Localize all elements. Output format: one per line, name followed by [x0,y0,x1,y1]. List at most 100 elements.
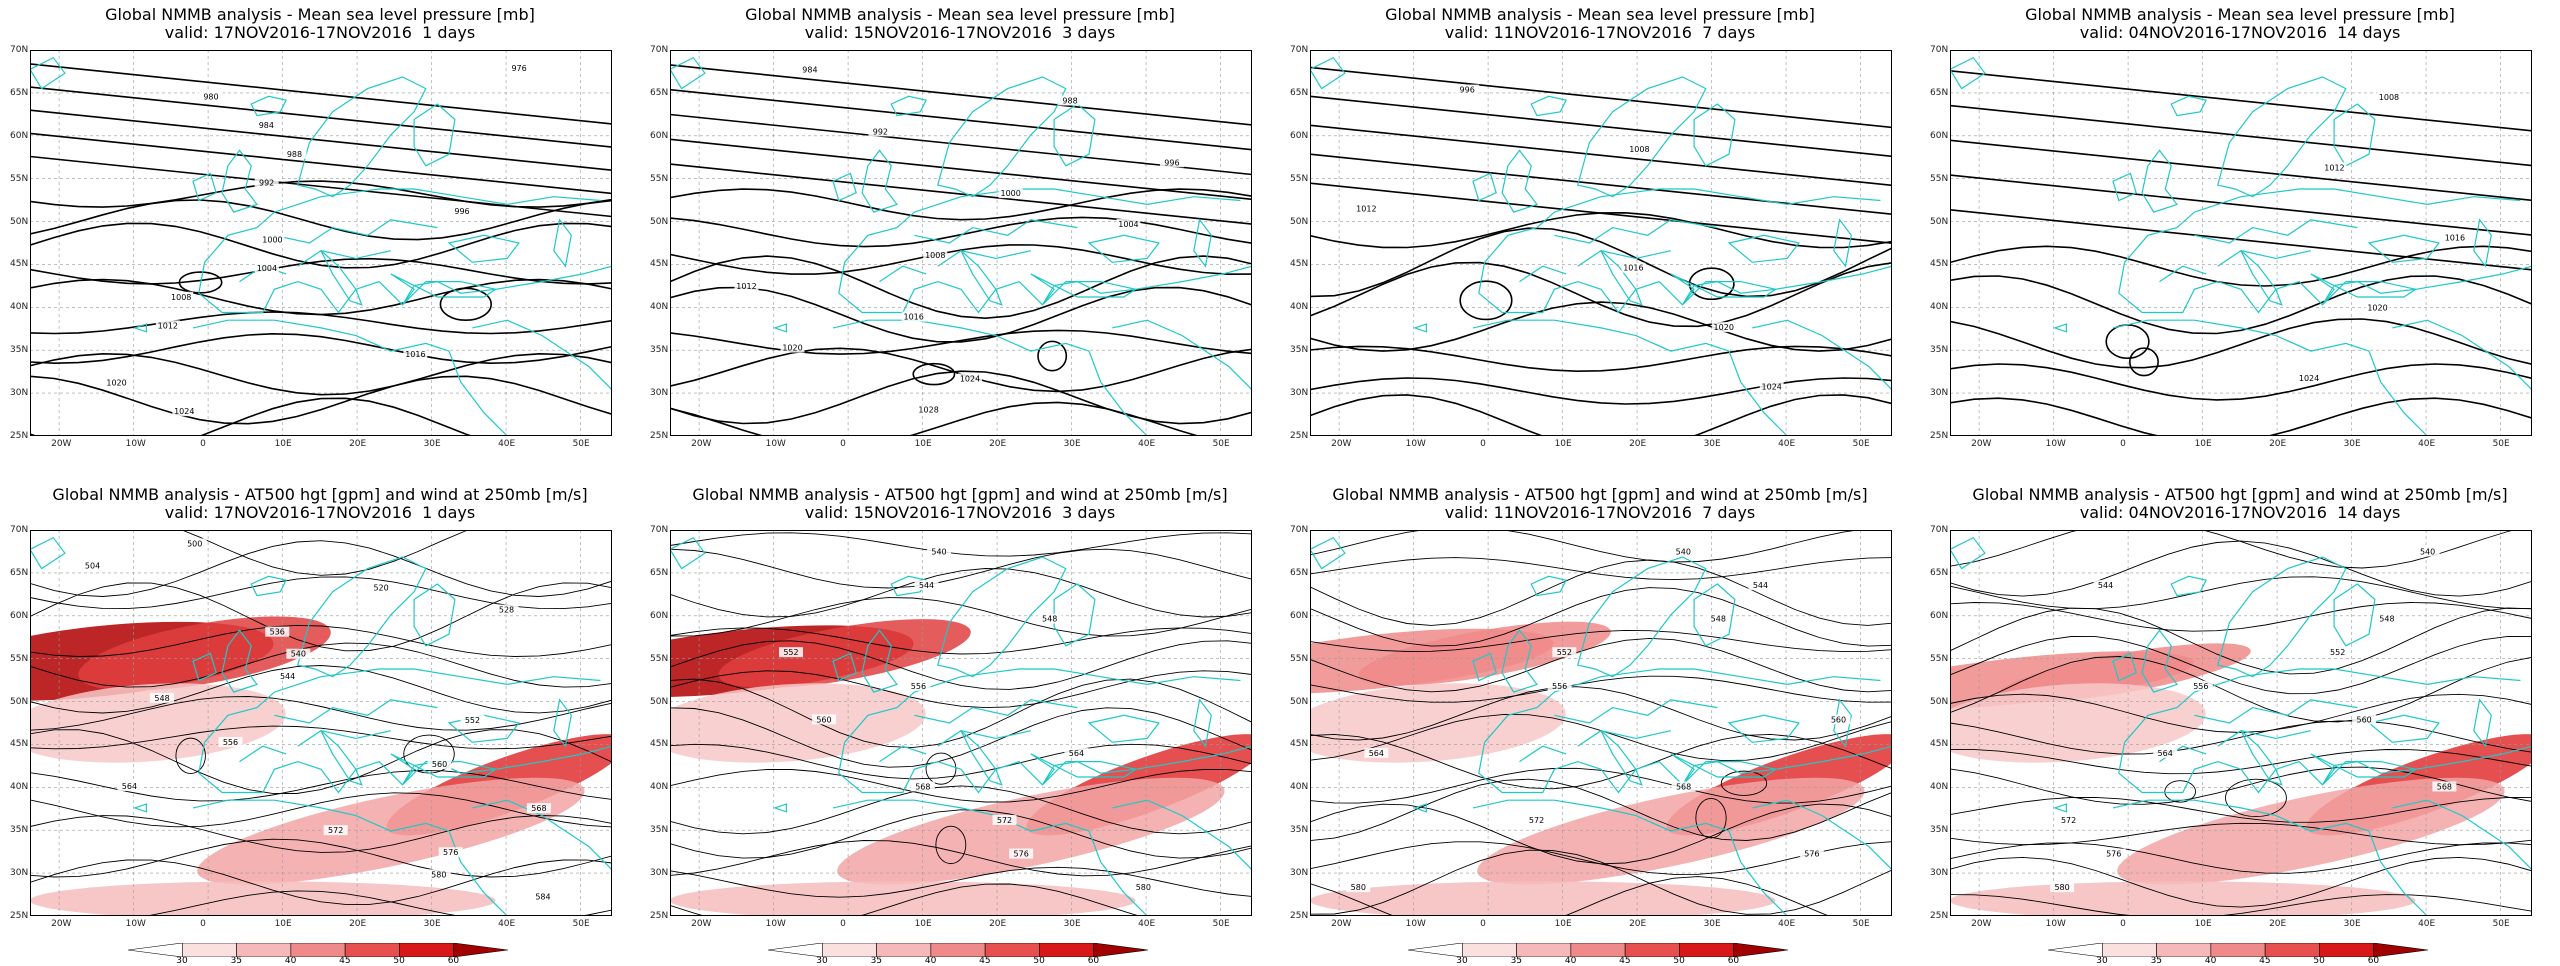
contour-line [670,707,1252,768]
longitude-label: 20W [1331,439,1352,449]
latitude-label: 65N [1930,87,1949,98]
contour-line [1950,842,2532,874]
latitude-label: 25N [1930,911,1949,921]
contour-label: 1008 [2379,93,2399,102]
contour-label-bg [450,205,475,216]
colorbar-swatch [453,942,509,958]
latitude-label: 35N [650,825,669,836]
panel-title: Global NMMB analysis - AT500 hgt [gpm] a… [1972,485,2508,504]
latitude-label: 60N [650,610,669,621]
coastline [1670,753,1778,786]
coastline [2216,556,2347,678]
latitude-label: 45N [10,259,29,270]
contour-line [670,163,1252,225]
contour-label: 580 [1136,883,1151,892]
panel-title: Global NMMB analysis - Mean sea level pr… [105,5,535,24]
contour-label: 1008 [925,251,945,260]
map-plot-area: 1008 1012 1016 1020 1024 [1950,50,2532,436]
latitude-label: 35N [1290,345,1309,356]
latitude-label: 65N [650,567,669,578]
map-svg: 540 544 548 552 556 560 564 568 572 576 580 [670,530,1252,916]
contour-label: 1028 [918,405,938,414]
contour-label-bg [323,825,348,836]
map-frame [30,50,612,436]
longitude-label: 20W [1971,439,1992,449]
latitude-label: 30N [10,388,29,399]
coastline [198,668,612,794]
contour-label-bg [2365,302,2390,313]
map-plot-area: 500 504 520 528 536 540 544 548 552 556 560 564 568 5… [30,530,612,916]
latitude-label: 25N [10,431,29,441]
longitude-label: 20E [349,919,367,929]
latitude-label: 25N [1290,431,1309,441]
contour-loop [2129,347,2159,377]
colorbar-label: 30 [816,956,828,966]
contour-label: 536 [270,628,285,637]
contour-label: 560 [2356,715,2371,724]
colorbar-label: 30 [1456,956,1468,966]
latitude-label: 30N [650,388,669,399]
coastline [861,629,898,693]
jet-shading [718,619,971,688]
contour-label: 552 [465,716,480,725]
contour-label-bg [2376,92,2401,103]
map-svg: 540 544 548 552 556 560 564 568 572 576 580 [1950,530,2532,916]
contour-loop [2105,324,2150,360]
contour-label: 984 [802,66,817,75]
coastline [670,536,706,570]
map-frame [670,530,1252,916]
contour-line [1950,602,2532,632]
jet-shading [30,881,496,916]
contour-line [30,582,612,652]
contour-label-bg [117,781,142,792]
contour-label: 548 [2379,615,2394,624]
contour-label: 580 [2054,883,2069,892]
panel-valid-date: valid: 04NOV2016-17NOV2016 14 days [2079,23,2401,42]
contour-label-bg [1759,381,1784,392]
contour-line [1950,139,2532,202]
contour-line [670,568,1252,618]
longitude-label: 10W [2045,919,2066,929]
contour-line [1950,318,2532,369]
coastline [390,753,498,786]
contour-label-bg [998,188,1023,199]
contour-label: 1020 [106,379,126,388]
contour-label: 1000 [1000,189,1020,198]
coastline [861,149,898,213]
contour-label: 976 [511,64,526,73]
map-plot-area: 996 1008 1012 1016 1020 1024 [1310,50,1892,436]
latitude-label: 60N [10,610,29,621]
contour-label: 548 [154,694,169,703]
longitude-label: 40E [498,439,516,449]
latitude-label: 60N [1930,130,1949,141]
colorbar-swatch [127,942,183,958]
contour-line [30,665,612,714]
coastline [2112,319,2428,436]
colorbar [767,942,1149,958]
contour-label-bg [526,803,551,814]
contour-label-bg [780,342,805,353]
contour-label-bg [254,177,279,188]
contour-label: 544 [2098,581,2113,590]
contour-label: 1024 [1762,382,1782,391]
colorbar-label: 50 [393,956,405,966]
contour-label: 540 [931,547,946,556]
contour-label-bg [2322,162,2347,173]
latitude-label: 70N [1290,45,1309,55]
longitude-label: 0 [1480,439,1486,449]
coastline [1600,730,1643,786]
coastline [2112,172,2137,202]
longitude-label: 40E [1778,439,1796,449]
coastline [1576,76,1707,198]
latitude-label: 50N [650,696,669,707]
contour-label: 1020 [782,344,802,353]
contour-label-bg [923,249,948,260]
longitude-label: 40E [1138,919,1156,929]
contour-label-bg [254,120,279,131]
contour-label: 552 [783,648,798,657]
coastline [2392,319,2532,391]
contour-label: 576 [2106,850,2121,859]
contour-label: 564 [122,782,137,791]
panel-title: Global NMMB analysis - AT500 hgt [gpm] a… [1332,485,1868,504]
coastline [1950,536,1986,570]
